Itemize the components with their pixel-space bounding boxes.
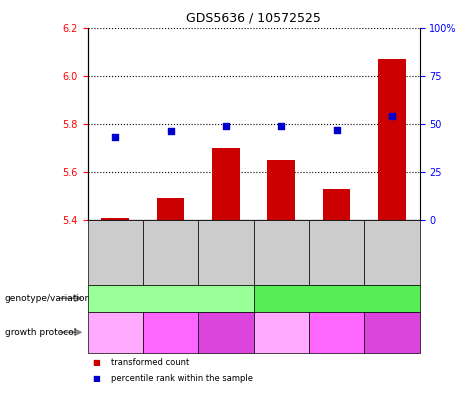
Text: GSM1194890: GSM1194890 bbox=[389, 229, 395, 276]
Point bbox=[167, 129, 174, 135]
Title: GDS5636 / 10572525: GDS5636 / 10572525 bbox=[186, 12, 321, 25]
Text: TH17
conditions
for 4 days: TH17 conditions for 4 days bbox=[210, 324, 242, 341]
Text: genotype/variation: genotype/variation bbox=[5, 294, 91, 303]
Text: TH17
conditions
for 4 days: TH17 conditions for 4 days bbox=[376, 324, 408, 341]
Text: GSM1194893: GSM1194893 bbox=[167, 229, 174, 276]
Text: ■: ■ bbox=[92, 374, 100, 383]
Text: GSM1194889: GSM1194889 bbox=[333, 229, 340, 276]
Bar bbox=[323, 189, 350, 220]
Text: GSM1194892: GSM1194892 bbox=[112, 229, 118, 276]
Text: transformed count: transformed count bbox=[111, 358, 189, 367]
Text: GSM1194894: GSM1194894 bbox=[223, 229, 229, 276]
Text: TH1
conditions
for 4 days: TH1 conditions for 4 days bbox=[265, 324, 297, 341]
Point bbox=[333, 127, 340, 133]
Bar bbox=[378, 59, 406, 220]
Text: Bhlhe40 knockout: Bhlhe40 knockout bbox=[127, 293, 214, 303]
Point bbox=[112, 134, 119, 140]
Text: TH1
conditions
for 4 days: TH1 conditions for 4 days bbox=[99, 324, 131, 341]
Text: percentile rank within the sample: percentile rank within the sample bbox=[111, 374, 253, 383]
Text: wild type: wild type bbox=[314, 293, 359, 303]
Text: GSM1194888: GSM1194888 bbox=[278, 229, 284, 276]
Bar bbox=[212, 148, 240, 220]
Text: TH2
conditions
for 4 days: TH2 conditions for 4 days bbox=[154, 324, 187, 341]
Point bbox=[278, 123, 285, 129]
Text: TH2
conditions
for 4 days: TH2 conditions for 4 days bbox=[320, 324, 353, 341]
Bar bbox=[267, 160, 295, 220]
Text: growth protocol: growth protocol bbox=[5, 328, 76, 337]
Bar bbox=[157, 198, 184, 220]
Point bbox=[388, 113, 396, 119]
Bar bbox=[101, 218, 129, 220]
Point bbox=[222, 123, 230, 129]
Text: ■: ■ bbox=[92, 358, 100, 367]
